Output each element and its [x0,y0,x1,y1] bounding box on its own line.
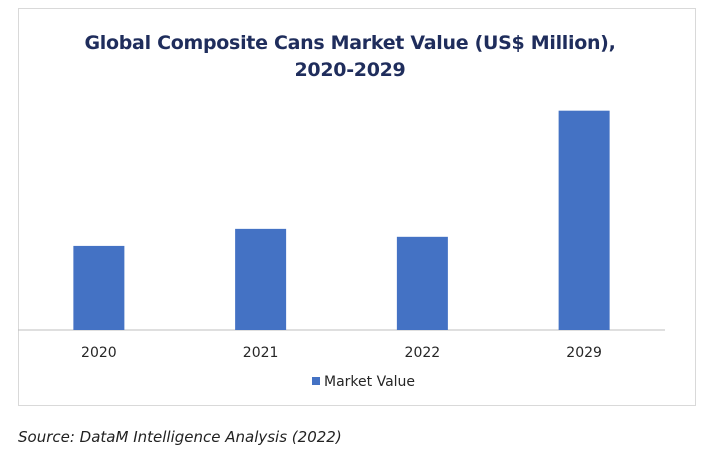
bar-2021 [235,228,287,330]
legend-swatch [312,377,320,385]
x-tick-label-2022: 2022 [405,345,441,361]
source-note: Source: DataM Intelligence Analysis (202… [18,428,342,446]
chart-title: Global Composite Cans Market Value (US$ … [84,32,616,81]
x-tick-label-2020: 2020 [81,345,117,361]
x-tick-label-2029: 2029 [566,345,602,361]
bar-2022 [396,236,448,330]
legend: Market Value [312,374,415,390]
bars-group [73,110,610,330]
bar-2020 [73,245,125,330]
bar-2029 [558,110,610,330]
legend-label: Market Value [324,374,415,390]
x-tick-label-2021: 2021 [243,345,279,361]
x-tick-labels: 2020 2021 2022 2029 [81,345,602,361]
